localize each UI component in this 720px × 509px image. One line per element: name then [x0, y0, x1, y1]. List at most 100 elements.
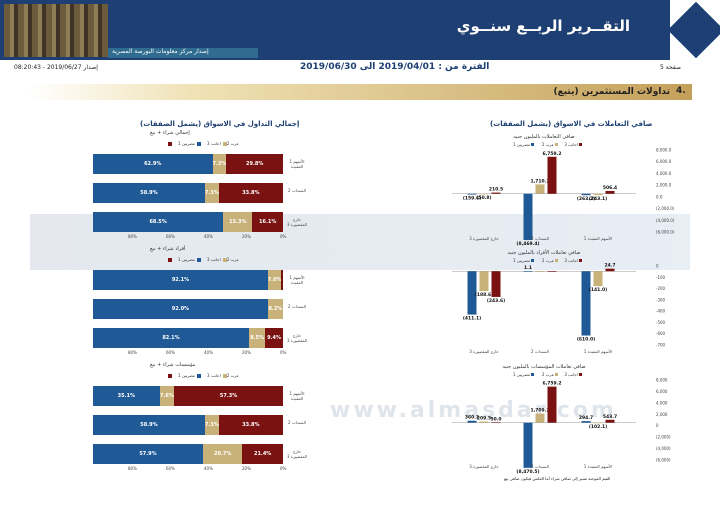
legend-swatch	[197, 258, 202, 262]
column-bar	[593, 271, 603, 287]
column-bar	[523, 422, 533, 468]
stacked-bar: 35.1% 7.6% 57.3%	[93, 386, 283, 406]
page-label: صفحة 5	[660, 64, 681, 71]
column-bar	[581, 271, 591, 336]
legend-swatch	[579, 259, 582, 262]
y-tick-label: -200	[656, 286, 666, 291]
y-tick-label: 2,000	[656, 412, 668, 417]
column-bar	[491, 422, 501, 423]
y-tick-label: -300	[656, 297, 666, 302]
bar-segment: 7.6%	[159, 386, 175, 406]
bar-segment: 21.4%	[242, 444, 283, 464]
bar-segment: 7.3%	[212, 154, 226, 174]
y-tick-label: 0	[656, 264, 659, 269]
section-bar	[28, 84, 692, 100]
left-chart-legend: عرب 2اجانب 3 مصريين 1	[160, 257, 239, 262]
legend-item: اجانب 3	[207, 257, 227, 262]
legend-swatch	[555, 143, 558, 146]
section-number: 4.	[676, 86, 686, 96]
axis-tick-label: 40%	[204, 234, 213, 239]
left-column-title: إجمالي التداول في الاسواق (يشمل الصفقات)	[140, 120, 300, 128]
data-label: 294.7	[579, 415, 593, 421]
y-tick-label: 8,000.0	[656, 148, 672, 153]
bar-segment: 20.7%	[203, 444, 243, 464]
left-chart-legend: عرب 2اجانب 3 مصريين 1	[160, 373, 239, 378]
x-category-label: السندات 2	[531, 349, 549, 354]
stacked-bar: 58.9% 7.3% 33.8%	[93, 415, 283, 435]
bar-category-label: الأسهم 1 المقيدة	[289, 391, 305, 401]
bar-category-label: الأسهم 1 المقيدة	[289, 275, 305, 285]
bar-segment: 58.9%	[93, 183, 205, 203]
column-bar	[491, 192, 501, 194]
y-tick-label: (4,000)	[656, 446, 671, 451]
bar-category-label: الأسهم 1 المقيدة	[289, 159, 305, 169]
legend-item: اجانب 3	[207, 141, 227, 146]
bar-segment: 9.4%	[265, 328, 283, 348]
y-tick-label: -500	[656, 320, 666, 325]
bar-segment: 57.9%	[93, 444, 203, 464]
axis-tick-label: 40%	[204, 466, 213, 471]
data-label: (243.6)	[487, 298, 505, 304]
axis-tick-label: 60%	[166, 350, 175, 355]
legend-swatch	[168, 142, 172, 146]
y-tick-label: 0	[656, 423, 659, 428]
legend-swatch	[168, 374, 172, 378]
report-subtitle: إصدار مركز معلومات البورصة المصرية	[112, 48, 209, 55]
y-tick-label: -100	[656, 275, 666, 280]
left-chart-title: إجمالي شراء + بيع	[150, 130, 190, 136]
axis-tick-label: 0%	[280, 234, 287, 239]
column-bar	[593, 193, 603, 196]
data-label: 1,709.2	[530, 408, 549, 414]
left-chart-title: مؤسسات شراء + بيع	[150, 362, 196, 368]
bar-category-label: السندات 2	[288, 304, 306, 309]
legend-label: عرب 2	[542, 258, 554, 263]
stacked-bar: 92.1% 7.0%	[93, 270, 283, 290]
data-label: (8,469.4)	[516, 241, 539, 247]
legend-swatch	[222, 258, 227, 262]
stacked-bar: 62.9% 7.3% 29.8%	[93, 154, 283, 174]
data-label: 6,759.2	[542, 381, 561, 387]
report-title: التقــرير الربــع سنــوي	[456, 17, 630, 35]
axis-tick-label: 0%	[280, 350, 287, 355]
legend-label: مصريين 1	[513, 142, 530, 147]
y-tick-label: 4,000	[656, 400, 668, 405]
right-chart-title: صافي التعاملات بالمليون جنيه	[513, 134, 574, 140]
legend-swatch	[579, 143, 582, 146]
section-title: تداولات المستثمرين (يتبع)	[553, 87, 671, 97]
watermark-text: www.almasdar.com	[330, 398, 617, 423]
data-label: 506.4	[603, 185, 617, 191]
axis-tick-label: 80%	[128, 234, 137, 239]
column-bar	[605, 419, 615, 423]
data-label: (263.2)	[577, 196, 595, 202]
data-label: 543.7	[603, 414, 617, 420]
legend-swatch	[222, 142, 227, 146]
bar-segment: 8.5%	[248, 328, 266, 348]
legend-swatch	[168, 258, 172, 262]
footnote: القيم الموجبة تشير إلى صافي شراء أما الع…	[504, 476, 611, 481]
axis-tick-label: 80%	[128, 466, 137, 471]
right-chart-title: صافي تعاملات الأفراد بالمليون جنيه	[508, 249, 581, 256]
bar-segment: 15.3%	[223, 212, 253, 232]
y-tick-label: (4,000.0)	[656, 218, 675, 223]
data-label: (610.0)	[577, 337, 595, 343]
x-category-label: خارج المقصورة 3	[469, 464, 499, 469]
column-bar	[467, 193, 477, 195]
bar-segment: 57.3%	[174, 386, 283, 406]
data-label: 50.0	[490, 416, 501, 422]
bar-segment: 35.1%	[93, 386, 160, 406]
legend-item: عرب 2	[166, 257, 239, 262]
bar-segment: 33.8%	[218, 415, 283, 435]
axis-tick-label: 40%	[204, 350, 213, 355]
legend-item: مصريين 1	[178, 373, 202, 378]
data-label: (243.1)	[589, 196, 607, 202]
column-bar	[467, 271, 477, 315]
column-bar	[605, 190, 615, 194]
x-category-label: الأسهم المقيدة 1	[584, 236, 612, 241]
legend-swatch	[531, 373, 534, 376]
stacked-bar: 82.1% 8.5% 9.4%	[93, 328, 283, 348]
stacked-bar: 92.0% 8.2%	[93, 299, 283, 319]
bar-category-label: خارج المقصورة 3	[286, 333, 308, 343]
legend-swatch	[579, 373, 582, 376]
y-tick-label: -400	[656, 309, 666, 314]
data-label: 6,759.2	[542, 151, 561, 157]
